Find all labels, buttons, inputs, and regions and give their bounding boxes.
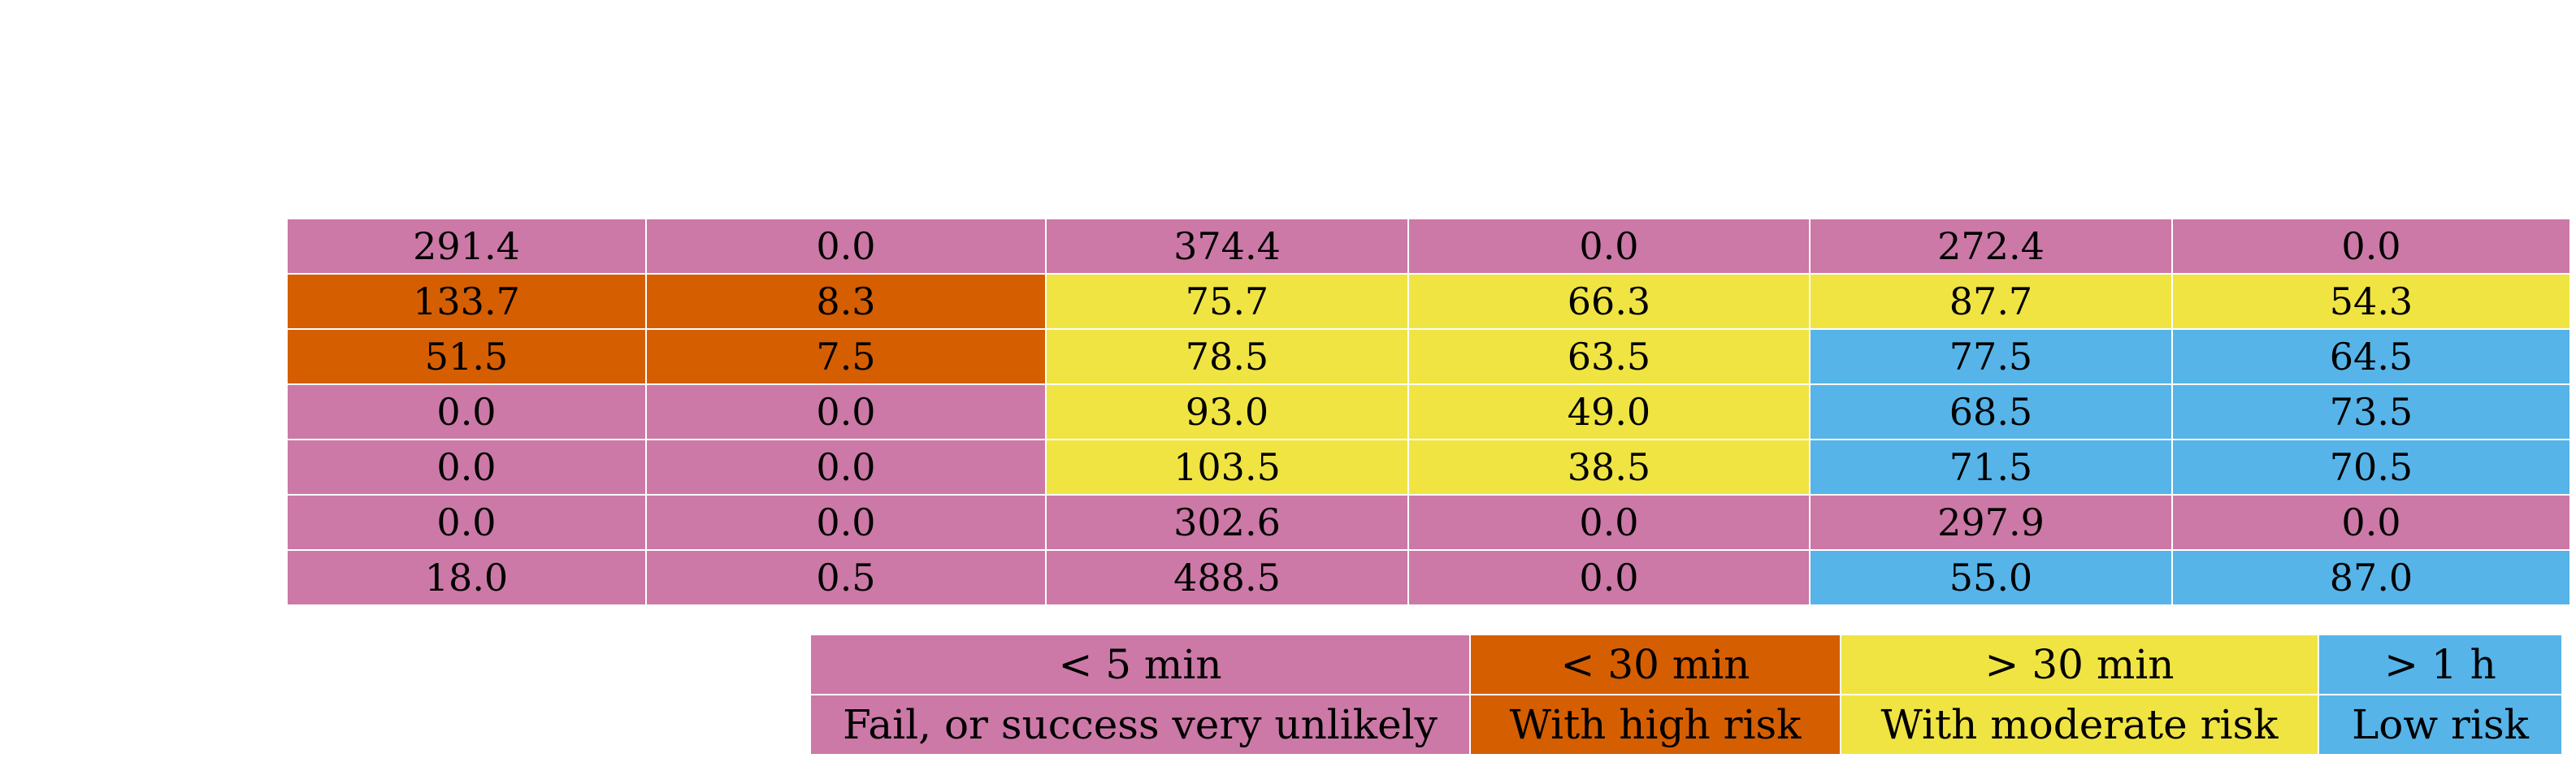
table-cell: 374.4 — [1045, 218, 1409, 275]
table-cell: 0.0 — [286, 494, 647, 551]
table-cell: 55.0 — [1809, 549, 2173, 606]
table-row: 133.7 8.3 75.7 66.3 87.7 54.3 — [286, 273, 2571, 330]
table-cell: 75.7 — [1045, 273, 1409, 330]
legend-time-row: < 5 min < 30 min > 30 min > 1 h — [809, 634, 2563, 695]
table-row: 291.4 0.0 374.4 0.0 272.4 0.0 — [286, 218, 2571, 275]
table-row: 0.0 0.0 103.5 38.5 71.5 70.5 — [286, 439, 2571, 496]
table-cell: 133.7 — [286, 273, 647, 330]
table-cell: 54.3 — [2171, 273, 2571, 330]
table-cell: 64.5 — [2171, 328, 2571, 385]
table-cell: 8.3 — [645, 273, 1047, 330]
table-cell: 272.4 — [1809, 218, 2173, 275]
table-cell: 0.0 — [1407, 218, 1811, 275]
legend-description-label: Low risk — [2318, 694, 2563, 756]
legend-time-label: < 5 min — [809, 634, 1471, 695]
legend-time-label: < 30 min — [1469, 634, 1841, 695]
legend-time-label: > 1 h — [2318, 634, 2563, 695]
table-cell: 68.5 — [1809, 383, 2173, 440]
legend-time-label: > 30 min — [1840, 634, 2319, 695]
legend-description-row: Fail, or success very unlikely With high… — [809, 694, 2563, 756]
table-cell: 87.7 — [1809, 273, 2173, 330]
table-cell: 0.0 — [1407, 494, 1811, 551]
table-cell: 87.0 — [2171, 549, 2571, 606]
table-cell: 297.9 — [1809, 494, 2173, 551]
table-cell: 77.5 — [1809, 328, 2173, 385]
table-cell: 49.0 — [1407, 383, 1811, 440]
table-cell: 0.0 — [645, 383, 1047, 440]
table-cell: 0.0 — [2171, 494, 2571, 551]
table-cell: 0.0 — [286, 383, 647, 440]
table-cell: 0.0 — [1407, 549, 1811, 606]
table-cell: 0.5 — [645, 549, 1047, 606]
table-row: 51.5 7.5 78.5 63.5 77.5 64.5 — [286, 328, 2571, 385]
table-cell: 488.5 — [1045, 549, 1409, 606]
legend-description-label: With high risk — [1469, 694, 1841, 756]
table-cell: 78.5 — [1045, 328, 1409, 385]
legend-description-label: With moderate risk — [1840, 694, 2319, 756]
table-row: 0.0 0.0 93.0 49.0 68.5 73.5 — [286, 383, 2571, 440]
table-cell: 0.0 — [286, 439, 647, 496]
table-cell: 51.5 — [286, 328, 647, 385]
table-cell: 93.0 — [1045, 383, 1409, 440]
table-cell: 71.5 — [1809, 439, 2173, 496]
table-cell: 38.5 — [1407, 439, 1811, 496]
legend-description-label: Fail, or success very unlikely — [809, 694, 1471, 756]
legend: < 5 min < 30 min > 30 min > 1 h Fail, or… — [809, 634, 2563, 756]
table-cell: 66.3 — [1407, 273, 1811, 330]
table-cell: 7.5 — [645, 328, 1047, 385]
table-cell: 302.6 — [1045, 494, 1409, 551]
table-cell: 18.0 — [286, 549, 647, 606]
table-cell: 0.0 — [645, 494, 1047, 551]
table-cell: 0.0 — [645, 439, 1047, 496]
table-cell: 73.5 — [2171, 383, 2571, 440]
table-cell: 0.0 — [2171, 218, 2571, 275]
results-table: 291.4 0.0 374.4 0.0 272.4 0.0 133.7 8.3 … — [286, 218, 2571, 606]
table-row: 0.0 0.0 302.6 0.0 297.9 0.0 — [286, 494, 2571, 551]
table-cell: 63.5 — [1407, 328, 1811, 385]
table-cell: 103.5 — [1045, 439, 1409, 496]
table-cell: 291.4 — [286, 218, 647, 275]
table-cell: 70.5 — [2171, 439, 2571, 496]
table-cell: 0.0 — [645, 218, 1047, 275]
table-row: 18.0 0.5 488.5 0.0 55.0 87.0 — [286, 549, 2571, 606]
